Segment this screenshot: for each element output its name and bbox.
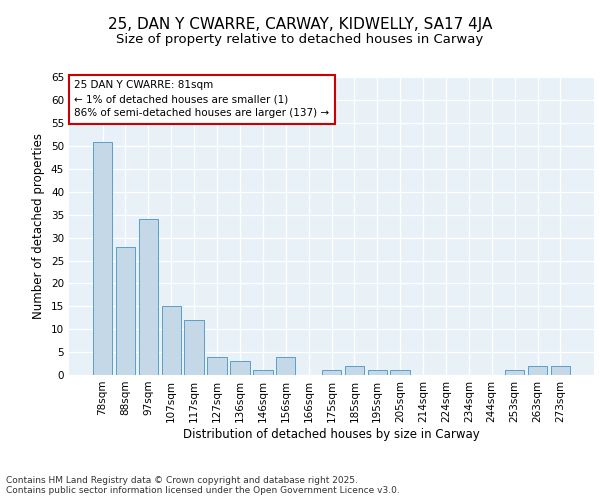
Bar	[528, 366, 547, 375]
Bar	[161, 306, 181, 375]
X-axis label: Distribution of detached houses by size in Carway: Distribution of detached houses by size …	[183, 428, 480, 440]
Bar	[391, 370, 410, 375]
Bar	[253, 370, 272, 375]
Bar	[116, 247, 135, 375]
Bar	[368, 370, 387, 375]
Bar	[139, 220, 158, 375]
Y-axis label: Number of detached properties: Number of detached properties	[32, 133, 46, 320]
Text: 25, DAN Y CWARRE, CARWAY, KIDWELLY, SA17 4JA: 25, DAN Y CWARRE, CARWAY, KIDWELLY, SA17…	[108, 18, 492, 32]
Bar	[93, 142, 112, 375]
Bar	[276, 356, 295, 375]
Bar	[184, 320, 204, 375]
Bar	[230, 362, 250, 375]
Bar	[208, 356, 227, 375]
Text: Size of property relative to detached houses in Carway: Size of property relative to detached ho…	[116, 32, 484, 46]
Bar	[344, 366, 364, 375]
Bar	[505, 370, 524, 375]
Text: 25 DAN Y CWARRE: 81sqm
← 1% of detached houses are smaller (1)
86% of semi-detac: 25 DAN Y CWARRE: 81sqm ← 1% of detached …	[74, 80, 329, 118]
Text: Contains HM Land Registry data © Crown copyright and database right 2025.
Contai: Contains HM Land Registry data © Crown c…	[6, 476, 400, 495]
Bar	[551, 366, 570, 375]
Bar	[322, 370, 341, 375]
